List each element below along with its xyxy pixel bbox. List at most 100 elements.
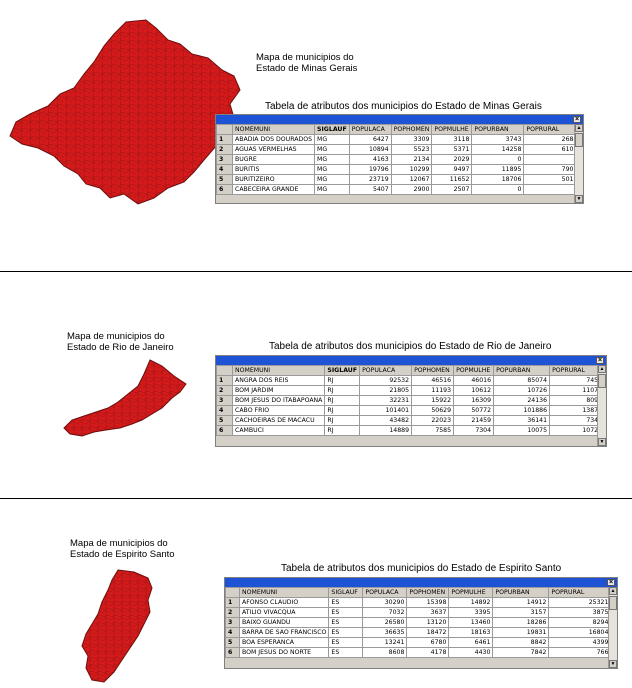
cell-pophomen[interactable]: 6780 xyxy=(406,637,450,648)
column-header[interactable]: POPRURAL xyxy=(523,124,581,135)
cell-nomemuni[interactable]: BURITIZEIRO xyxy=(231,174,316,185)
scroll-thumb[interactable] xyxy=(598,374,606,388)
cell-nomemuni[interactable]: BOM JESUS DO ITABAPOANA xyxy=(231,395,326,406)
table-row[interactable]: 6 CAMBUCI RJ 14889 7585 7304 10075 10728 xyxy=(216,425,606,436)
cell-pophomen[interactable]: 46516 xyxy=(411,375,455,386)
column-header[interactable]: NOMEMUNI xyxy=(238,587,330,598)
cell-popmulhe[interactable]: 11652 xyxy=(431,174,473,185)
cell-poprural[interactable]: 8294 xyxy=(548,617,612,628)
cell-pophomen[interactable]: 10299 xyxy=(390,164,433,175)
vertical-scrollbar[interactable]: ▲ ▼ xyxy=(597,365,606,446)
cell-nomemuni[interactable]: CABECEIRA GRANDE xyxy=(231,184,316,195)
table-row[interactable]: 1 AFONSO CLAUDIO ES 30290 15398 14892 14912 253… xyxy=(225,597,612,608)
cell-populaca[interactable]: 26580 xyxy=(362,617,408,628)
cell-pophomen[interactable]: 5523 xyxy=(390,144,433,155)
cell-nomemuni[interactable]: AFONSO CLAUDIO xyxy=(238,597,330,608)
attribute-table-window-minas-gerais[interactable]: × NOMEMUNI SIGLAUF POPULACA POPHOMEN POP… xyxy=(215,114,584,204)
cell-popurban[interactable]: 36141 xyxy=(493,415,551,426)
cell-poprural[interactable]: 5013 xyxy=(523,174,581,185)
cell-popmulhe[interactable]: 13460 xyxy=(448,617,494,628)
column-header[interactable]: POPULACA xyxy=(359,365,413,376)
cell-pophomen[interactable]: 3309 xyxy=(390,134,433,145)
cell-popmulhe[interactable]: 21459 xyxy=(453,415,495,426)
cell-popurban[interactable]: 3157 xyxy=(492,607,550,618)
column-header[interactable]: SIGLAUF xyxy=(314,124,350,135)
cell-populaca[interactable]: 101401 xyxy=(359,405,413,416)
cell-popurban[interactable]: 7842 xyxy=(492,647,550,658)
cell-popurban[interactable]: 19831 xyxy=(492,627,550,638)
column-header[interactable]: POPMULHE xyxy=(448,587,494,598)
cell-nomemuni[interactable]: BURITIS xyxy=(231,164,316,175)
cell-nomemuni[interactable]: BOA ESPERANCA xyxy=(238,637,330,648)
cell-nomemuni[interactable]: CACHOEIRAS DE MACACU xyxy=(231,415,326,426)
cell-populaca[interactable]: 14889 xyxy=(359,425,413,436)
cell-siglauf[interactable]: ES xyxy=(328,607,364,618)
table-row[interactable]: 3 BOM JESUS DO ITABAPOANA RJ 32231 15922 1630… xyxy=(216,395,606,406)
cell-siglauf[interactable]: RJ xyxy=(324,405,361,416)
cell-pophomen[interactable]: 15922 xyxy=(411,395,455,406)
cell-nomemuni[interactable]: ANGRA DOS REIS xyxy=(231,375,326,386)
cell-popurban[interactable]: 10075 xyxy=(493,425,551,436)
cell-siglauf[interactable]: RJ xyxy=(324,415,361,426)
cell-nomemuni[interactable]: AGUAS VERMELHAS xyxy=(231,144,316,155)
column-header[interactable]: NOMEMUNI xyxy=(231,365,326,376)
cell-populaca[interactable]: 7032 xyxy=(362,607,408,618)
cell-populaca[interactable]: 30290 xyxy=(362,597,408,608)
column-header[interactable]: SIGLAUF xyxy=(328,587,364,598)
column-header[interactable]: POPRURAL xyxy=(548,587,612,598)
cell-pophomen[interactable]: 7585 xyxy=(411,425,455,436)
cell-poprural[interactable]: 2684 xyxy=(523,134,581,145)
table-row[interactable]: 5 BURITIZEIRO MG 23719 12067 11652 18706 5013 xyxy=(216,174,581,185)
window-titlebar[interactable]: × xyxy=(225,578,617,587)
column-header[interactable]: POPURBAN xyxy=(471,124,525,135)
cell-popmulhe[interactable]: 14892 xyxy=(448,597,494,608)
cell-siglauf[interactable]: MG xyxy=(314,144,350,155)
table-row[interactable]: 1 ABADIA DOS DOURADOS MG 6427 3309 3118 3743 26… xyxy=(216,134,581,145)
cell-popmulhe[interactable]: 7304 xyxy=(453,425,495,436)
table-row[interactable]: 2 AGUAS VERMELHAS MG 10894 5523 5371 14258 6103 xyxy=(216,144,581,155)
cell-siglauf[interactable]: MG xyxy=(314,154,350,165)
column-header[interactable]: NOMEMUNI xyxy=(231,124,316,135)
cell-nomemuni[interactable]: BOM JARDIM xyxy=(231,385,326,396)
cell-popurban[interactable]: 18706 xyxy=(471,174,525,185)
cell-pophomen[interactable]: 50629 xyxy=(411,405,455,416)
cell-poprural[interactable]: 0 xyxy=(523,154,581,165)
table-row[interactable]: 2 ATILIO VIVACQUA ES 7032 3637 3395 3157 3875 xyxy=(225,607,612,618)
cell-siglauf[interactable]: ES xyxy=(328,637,364,648)
cell-popurban[interactable]: 24136 xyxy=(493,395,551,406)
cell-pophomen[interactable]: 2900 xyxy=(390,184,433,195)
cell-popurban[interactable]: 101886 xyxy=(493,405,551,416)
cell-poprural[interactable]: 766 xyxy=(548,647,612,658)
scroll-down-icon[interactable]: ▼ xyxy=(609,660,617,668)
column-header[interactable]: POPULACA xyxy=(348,124,392,135)
table-row[interactable]: 6 BOM JESUS DO NORTE ES 8608 4178 4430 7842 766 xyxy=(225,647,612,658)
column-header[interactable]: POPHOMEN xyxy=(406,587,450,598)
cell-popurban[interactable]: 14912 xyxy=(492,597,550,608)
table-row[interactable]: 2 BOM JARDIM RJ 21805 11193 10612 10726 11079 xyxy=(216,385,606,396)
table-row[interactable]: 4 BARRA DE SAO FRANCISCO ES 36635 18472 18163… xyxy=(225,627,612,638)
cell-siglauf[interactable]: ES xyxy=(328,647,364,658)
cell-siglauf[interactable]: MG xyxy=(314,164,350,175)
cell-nomemuni[interactable]: ATILIO VIVACQUA xyxy=(238,607,330,618)
cell-pophomen[interactable]: 11193 xyxy=(411,385,455,396)
cell-popmulhe[interactable]: 46016 xyxy=(453,375,495,386)
cell-popurban[interactable]: 11895 xyxy=(471,164,525,175)
cell-siglauf[interactable]: RJ xyxy=(324,375,361,386)
cell-poprural[interactable]: 4399 xyxy=(548,637,612,648)
window-titlebar[interactable]: × xyxy=(216,115,583,124)
cell-nomemuni[interactable]: CAMBUCI xyxy=(231,425,326,436)
cell-siglauf[interactable]: ES xyxy=(328,617,364,628)
cell-popurban[interactable]: 18286 xyxy=(492,617,550,628)
cell-populaca[interactable]: 13241 xyxy=(362,637,408,648)
column-header[interactable]: POPHOMEN xyxy=(411,365,455,376)
column-header[interactable]: SIGLAUF xyxy=(324,365,361,376)
cell-popmulhe[interactable]: 9497 xyxy=(431,164,473,175)
attribute-table-window-rio-de-janeiro[interactable]: × NOMEMUNI SIGLAUF POPULACA POPHOMEN POP… xyxy=(215,355,607,447)
scroll-up-icon[interactable]: ▲ xyxy=(598,365,606,373)
cell-pophomen[interactable]: 4178 xyxy=(406,647,450,658)
table-row[interactable]: 3 BAIXO GUANDU ES 26580 13120 13460 18286 8294 xyxy=(225,617,612,628)
attribute-table-window-espirito-santo[interactable]: × NOMEMUNI SIGLAUF POPULACA POPHOMEN POP… xyxy=(224,577,618,669)
cell-populaca[interactable]: 4163 xyxy=(348,154,392,165)
cell-poprural[interactable]: 16804 xyxy=(548,627,612,638)
